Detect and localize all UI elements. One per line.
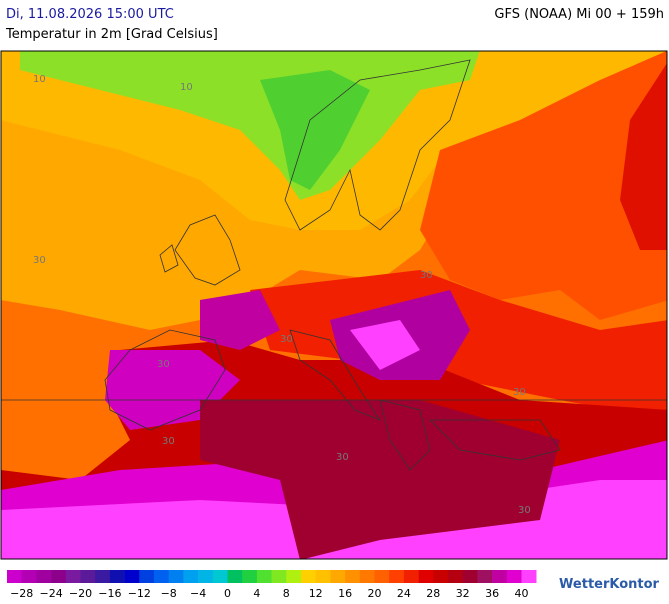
legend-tick: −16 [98, 587, 121, 600]
color-swatch [80, 570, 96, 583]
legend-tick: 0 [224, 587, 231, 600]
color-swatch [271, 570, 287, 583]
color-swatch [139, 570, 155, 583]
color-swatch [256, 570, 272, 583]
legend-tick: 40 [515, 587, 529, 600]
color-swatch [95, 570, 111, 583]
legend-tick: 8 [283, 587, 290, 600]
legend-tick: 32 [456, 587, 470, 600]
contour-label: 30 [162, 436, 175, 447]
legend-tick: −8 [161, 587, 177, 600]
legend-tick: −20 [69, 587, 92, 600]
color-swatch [51, 570, 67, 583]
color-swatch [212, 570, 228, 583]
color-swatch [374, 570, 390, 583]
color-swatch [65, 570, 81, 583]
color-swatch [109, 570, 125, 583]
contour-label: 30 [518, 505, 531, 516]
legend-tick: 16 [338, 587, 352, 600]
legend-tick: 12 [309, 587, 323, 600]
legend: −28 −24 −20 −16 −12 −8 −4 0 4 8 12 16 20 24 28 32 36 40 [7, 570, 537, 600]
legend-tick: −24 [39, 587, 62, 600]
legend-tick: −12 [128, 587, 151, 600]
contour-label: 10 [33, 74, 46, 85]
color-swatch [242, 570, 258, 583]
subtitle: Temperatur in 2m [Grad Celsius] [5, 27, 218, 42]
color-swatch [448, 570, 463, 583]
legend-tick: 28 [426, 587, 440, 600]
color-swatch [124, 570, 140, 583]
contour-label: 30 [420, 270, 433, 281]
color-swatch [418, 570, 434, 583]
contour-label: 30 [157, 359, 170, 370]
logo: WetterKontor [559, 577, 660, 592]
legend-tick: 36 [485, 587, 499, 600]
color-swatch [403, 570, 419, 583]
color-swatch [477, 570, 493, 583]
color-swatch [389, 570, 405, 583]
color-swatch [154, 570, 169, 583]
color-swatch [506, 570, 522, 583]
color-swatch [168, 570, 184, 583]
color-swatch [492, 570, 508, 583]
color-swatch [462, 570, 478, 583]
contour-label: 10 [180, 82, 193, 93]
color-swatch [345, 570, 361, 583]
color-swatch [183, 570, 199, 583]
color-swatch [198, 570, 214, 583]
color-swatch [7, 570, 22, 583]
legend-tick: 4 [253, 587, 260, 600]
color-swatch [433, 570, 449, 583]
model: GFS (NOAA) Mi 00 + 159h [494, 7, 664, 22]
color-swatch [359, 570, 375, 583]
date: Di, 11.08.2026 15:00 UTC [6, 7, 174, 22]
color-swatch [21, 570, 37, 583]
legend-tick: 24 [397, 587, 411, 600]
contour-label: 30 [336, 452, 349, 463]
color-swatch [315, 570, 331, 583]
legend-tick: −4 [190, 587, 206, 600]
color-swatch [36, 570, 52, 583]
color-swatch [301, 570, 316, 583]
color-swatch [330, 570, 346, 583]
contour-label: 30 [33, 255, 46, 266]
color-swatch [227, 570, 243, 583]
legend-tick: 20 [368, 587, 382, 600]
color-swatch [521, 570, 537, 583]
map: 10 10 30 30 30 30 30 30 30 30 [0, 50, 668, 560]
color-swatch [286, 570, 302, 583]
legend-tick: −28 [10, 587, 33, 600]
contour-label: 30 [280, 334, 293, 345]
contour-label: 30 [513, 387, 526, 398]
